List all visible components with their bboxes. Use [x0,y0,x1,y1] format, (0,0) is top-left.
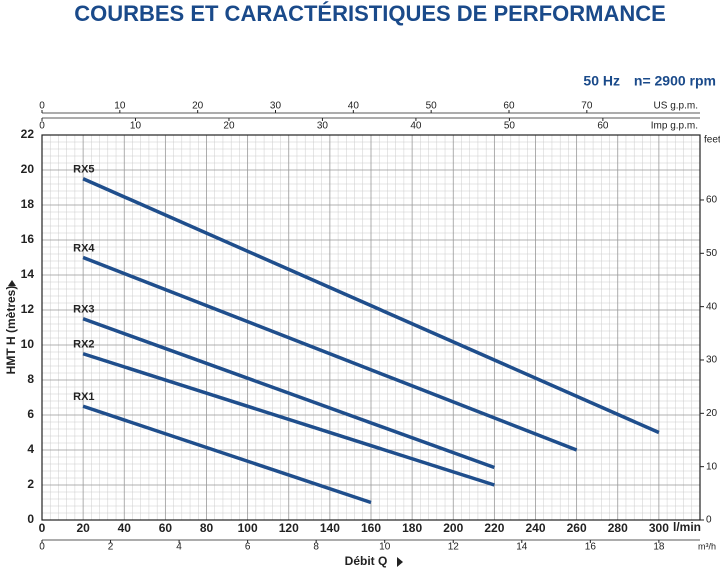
secondary-tick-label: 0 [39,121,45,132]
x-tick-label: 200 [443,521,463,535]
y-tick-label: 10 [21,337,35,351]
x-tick-label: 60 [159,521,173,535]
y2-tick-label: 40 [706,301,718,312]
x-tick-label: 120 [279,521,299,535]
x-tick-label: 220 [484,521,504,535]
secondary-tick-label: 40 [410,121,422,132]
secondary-tick-label: 0 [39,542,45,553]
x-tick-label: 0 [39,521,46,535]
y-tick-label: 0 [27,512,34,526]
series-label: RX2 [73,339,94,351]
y2-tick-label: 20 [706,408,718,419]
x-tick-label: 160 [361,521,381,535]
x-axis-label: Débit Q [345,554,388,568]
y-tick-label: 8 [27,372,34,386]
y-tick-label: 22 [21,127,35,141]
speed: n= 2900 rpm [634,73,716,89]
secondary-tick-label: 14 [516,542,528,553]
secondary-tick-label: 8 [313,542,319,553]
y2-tick-label: 60 [706,195,718,206]
series-line [82,255,578,452]
x-tick-label: 40 [118,521,132,535]
secondary-tick-label: 10 [130,121,142,132]
secondary-tick-label: 40 [348,101,360,112]
secondary-tick-label: 18 [653,542,665,553]
series-label: RX4 [73,242,95,254]
secondary-tick-label: 30 [270,101,282,112]
plot-frame [41,134,701,521]
series-label: RX1 [73,391,94,403]
y-tick-label: 2 [27,477,34,491]
x-tick-label: 300 [649,521,669,535]
x-tick-label: 100 [238,521,258,535]
y-tick-label: 18 [21,197,35,211]
secondary-tick-label: 70 [581,101,593,112]
secondary-tick-label: 10 [379,542,391,553]
secondary-tick-label: 0 [39,101,45,112]
secondary-tick-label: 2 [108,542,114,553]
secondary-tick-label: 4 [176,542,182,553]
series-line [82,177,660,435]
secondary-tick-label: 60 [597,121,609,132]
y2-tick-label: 10 [706,461,718,472]
x-arrow [397,557,403,567]
series-line [82,317,495,470]
secondary-tick-label: 60 [503,101,515,112]
x-tick-label: 260 [567,521,587,535]
x-tick-label: 80 [200,521,214,535]
secondary-tick-label: 6 [245,542,251,553]
y-tick-label: 16 [21,232,35,246]
series-line [82,404,372,505]
x-unit: l/min [673,520,701,534]
secondary-tick-label: 50 [426,101,438,112]
secondary-tick-label: 12 [448,542,460,553]
series-label: RX5 [73,164,94,176]
y-arrow [8,280,16,286]
secondary-tick-label: 20 [223,121,235,132]
y2-tick-label: 50 [706,248,718,259]
series-line [82,352,495,487]
x-tick-label: 140 [320,521,340,535]
chart-title: COURBES ET CARACTÉRISTIQUES DE PERFORMAN… [74,1,666,26]
y-tick-label: 6 [27,407,34,421]
y-tick-label: 20 [21,162,35,176]
secondary-tick-label: 20 [192,101,204,112]
y2-axis-label: feet [704,135,720,146]
y-tick-label: 4 [27,442,34,456]
secondary-tick-label: 16 [585,542,597,553]
secondary-axis-label: US g.p.m. [654,101,698,112]
y2-tick-label: 0 [706,515,712,526]
secondary-tick-label: 30 [317,121,329,132]
x-tick-label: 20 [76,521,90,535]
series-label: RX3 [73,304,94,316]
x-tick-label: 240 [525,521,545,535]
y-tick-label: 12 [21,302,35,316]
secondary-axis-label: m³/h [698,541,716,551]
y2-tick-label: 30 [706,355,718,366]
x-tick-label: 180 [402,521,422,535]
secondary-tick-label: 10 [114,101,126,112]
y-axis-label: HMT H (mètres) [4,286,18,375]
frequency: 50 Hz [583,73,620,89]
secondary-axis-label: Imp g.p.m. [651,121,698,132]
y-tick-label: 14 [21,267,35,281]
x-tick-label: 280 [608,521,628,535]
secondary-tick-label: 50 [504,121,516,132]
